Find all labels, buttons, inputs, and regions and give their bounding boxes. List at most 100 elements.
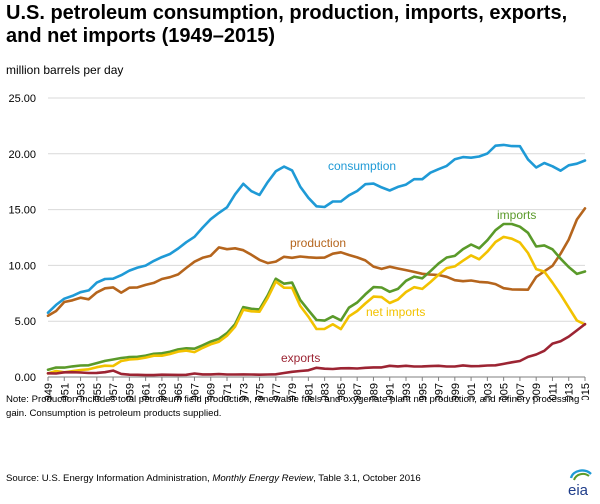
data-point-production <box>144 284 147 286</box>
data-point-exports <box>169 373 171 376</box>
data-point-production <box>535 275 538 278</box>
data-point-production <box>71 299 74 302</box>
data-point-consumption <box>486 152 489 155</box>
data-point-net_imports <box>421 288 424 290</box>
data-point-exports <box>567 335 570 338</box>
data-point-imports <box>494 229 497 232</box>
data-point-exports <box>87 372 90 374</box>
x-tick-label: 2005 <box>499 383 511 400</box>
data-point-exports <box>201 373 204 376</box>
data-point-exports <box>527 356 529 358</box>
data-point-imports <box>299 298 302 301</box>
data-point-production <box>470 279 472 282</box>
data-point-production <box>299 255 302 258</box>
data-point-exports <box>104 371 106 374</box>
data-point-net_imports <box>299 305 302 307</box>
data-point-production <box>128 286 131 289</box>
data-point-consumption <box>535 166 538 169</box>
data-point-imports <box>396 288 399 290</box>
data-point-consumption <box>169 253 171 255</box>
data-point-consumption <box>128 269 131 272</box>
data-point-consumption <box>364 183 367 186</box>
data-point-imports <box>274 277 277 280</box>
data-point-production <box>453 279 456 282</box>
data-point-exports <box>161 373 163 376</box>
data-point-imports <box>356 301 359 304</box>
data-point-net_imports <box>201 346 204 349</box>
chart-note: Note: Production includes total petroleu… <box>6 394 580 419</box>
data-point-consumption <box>405 183 407 186</box>
data-point-imports <box>104 360 106 362</box>
x-tick-label: 2009 <box>531 383 543 400</box>
series-label-consumption: consumption <box>328 159 396 173</box>
data-point-imports <box>79 364 82 367</box>
data-point-net_imports <box>543 270 546 273</box>
data-point-production <box>494 283 497 286</box>
data-point-imports <box>161 352 163 355</box>
data-point-exports <box>445 365 448 368</box>
data-point-net_imports <box>177 350 180 353</box>
x-tick-label: 1971 <box>222 383 234 400</box>
data-point-production <box>323 256 326 259</box>
data-point-exports <box>405 364 407 367</box>
x-tick-label: 1985 <box>336 383 348 400</box>
data-point-net_imports <box>307 315 310 318</box>
data-point-production <box>55 310 58 312</box>
data-point-net_imports <box>144 356 147 359</box>
data-point-consumption <box>437 168 440 171</box>
x-tick-label: 2007 <box>515 383 527 400</box>
data-point-consumption <box>104 278 106 280</box>
data-point-exports <box>470 365 472 368</box>
data-point-exports <box>193 372 196 375</box>
eia-logo: eia <box>568 469 592 498</box>
data-point-exports <box>217 373 220 375</box>
data-point-production <box>258 259 261 261</box>
data-point-production <box>429 273 432 276</box>
data-point-consumption <box>413 178 416 181</box>
data-point-production <box>185 266 188 269</box>
data-point-production <box>242 249 245 252</box>
data-point-exports <box>462 364 464 367</box>
data-point-imports <box>136 355 139 358</box>
data-point-imports <box>559 257 562 260</box>
data-point-production <box>364 259 367 262</box>
data-point-net_imports <box>478 258 481 261</box>
data-point-production <box>405 269 407 271</box>
data-point-production <box>445 275 448 278</box>
data-point-consumption <box>299 185 302 188</box>
x-tick-label: 1991 <box>385 383 397 400</box>
data-point-net_imports <box>396 298 399 301</box>
data-point-net_imports <box>217 340 220 343</box>
data-point-consumption <box>291 169 293 172</box>
data-point-consumption <box>47 311 49 314</box>
data-point-net_imports <box>502 236 505 238</box>
source-publication: Monthly Energy Review <box>212 473 314 484</box>
data-point-production <box>161 278 163 280</box>
data-point-exports <box>413 365 416 368</box>
data-point-consumption <box>87 289 90 292</box>
x-tick-label: 1963 <box>157 383 169 400</box>
data-point-consumption <box>559 169 562 172</box>
x-tick-label: 1961 <box>141 383 153 400</box>
data-point-net_imports <box>79 369 82 371</box>
y-tick-label: 15.00 <box>8 205 36 217</box>
data-point-net_imports <box>112 365 114 367</box>
data-point-exports <box>307 369 310 372</box>
data-point-consumption <box>348 194 350 197</box>
data-point-consumption <box>307 196 310 199</box>
x-tick-label: 2003 <box>482 383 494 400</box>
data-point-imports <box>535 245 538 248</box>
data-point-consumption <box>323 206 326 208</box>
data-point-production <box>340 251 342 254</box>
data-point-consumption <box>55 304 58 306</box>
data-point-exports <box>266 373 269 376</box>
data-point-production <box>193 260 196 263</box>
data-point-consumption <box>543 162 546 164</box>
data-point-net_imports <box>462 259 464 262</box>
data-point-consumption <box>340 200 342 203</box>
data-point-consumption <box>161 256 163 259</box>
data-point-production <box>356 256 359 259</box>
data-point-net_imports <box>185 349 188 352</box>
data-point-production <box>63 301 66 303</box>
data-point-net_imports <box>372 295 375 298</box>
